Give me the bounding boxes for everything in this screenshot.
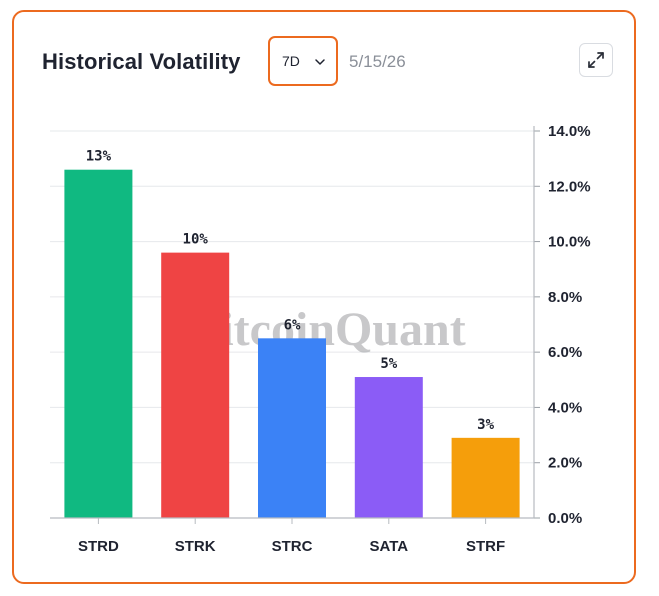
data-label: 3% (477, 417, 494, 433)
bar-layer: 13% 10% 6% 5% 3% (64, 149, 520, 518)
chart-title: Historical Volatility (42, 49, 241, 74)
data-label: 13% (86, 149, 112, 165)
chevron-down-icon (315, 59, 325, 65)
y-tick-label: 4.0% (548, 399, 582, 416)
period-dropdown[interactable]: 7D (268, 36, 338, 86)
watermark-text: BitcoinQuant (188, 303, 465, 356)
y-tick-label: 6.0% (548, 344, 582, 361)
bar-strf (451, 437, 520, 518)
x-tick-label: STRC (272, 538, 313, 555)
y-tick-label: 0.0% (548, 510, 582, 527)
data-label: 10% (183, 232, 209, 248)
y-tick-label: 8.0% (548, 289, 582, 306)
y-tick-label: 12.0% (548, 178, 591, 195)
x-tick-label: STRD (78, 538, 119, 555)
y-tick-label: 2.0% (548, 455, 582, 472)
bar-sata (354, 377, 423, 518)
y-tick-label: 14.0% (548, 123, 591, 140)
x-tick-label: SATA (369, 538, 408, 555)
as-of-date: 5/15/26 (349, 52, 406, 71)
x-tick-label: STRK (175, 538, 216, 555)
expand-button[interactable] (579, 43, 613, 77)
data-label: 5% (380, 356, 397, 372)
y-tick-label: 10.0% (548, 234, 591, 251)
period-value: 7D (282, 53, 300, 69)
x-tick-label: STRF (466, 538, 505, 555)
bar-strk (161, 252, 230, 518)
bar-strc (258, 338, 326, 518)
bar-strd (64, 169, 133, 518)
expand-icon (588, 52, 604, 68)
data-label: 6% (284, 317, 301, 333)
axis-layer: 0.0% 2.0% 4.0% 6.0% 8.0% 10.0% 12.0% 14.0% STRD S… (50, 123, 591, 555)
